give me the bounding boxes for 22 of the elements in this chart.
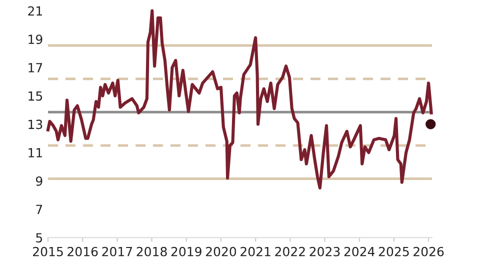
y-tick-label: 13 (28, 120, 42, 130)
y-tick-label: 7 (36, 204, 42, 214)
y-tick-label: 19 (28, 34, 42, 44)
y-tick-label: 9 (36, 176, 42, 186)
y-tick-label: 15 (28, 91, 42, 101)
x-tick-label: 2020 (206, 246, 236, 256)
y-tick-label: 11 (28, 148, 42, 158)
x-tick-label: 2017 (102, 246, 132, 256)
line-series (46, 9, 433, 190)
y-tick-label: 17 (28, 63, 42, 72)
x-tick-label: 2021 (240, 246, 270, 256)
x-tick-label: 2015 (33, 246, 63, 256)
x-tick-label: 2022 (275, 246, 305, 256)
y-tick-label: 21 (28, 6, 42, 16)
x-tick-label: 2019 (171, 246, 202, 256)
x-tick-label: 2026 (414, 246, 444, 256)
x-tick-label: 2018 (136, 246, 167, 256)
x-tick-label: 2016 (68, 246, 98, 256)
x-tick-label: 2023 (310, 246, 340, 256)
x-tick-label: 2024 (344, 246, 375, 256)
y-tick-label: 5 (36, 233, 42, 243)
x-tick-label: 2025 (378, 246, 409, 256)
